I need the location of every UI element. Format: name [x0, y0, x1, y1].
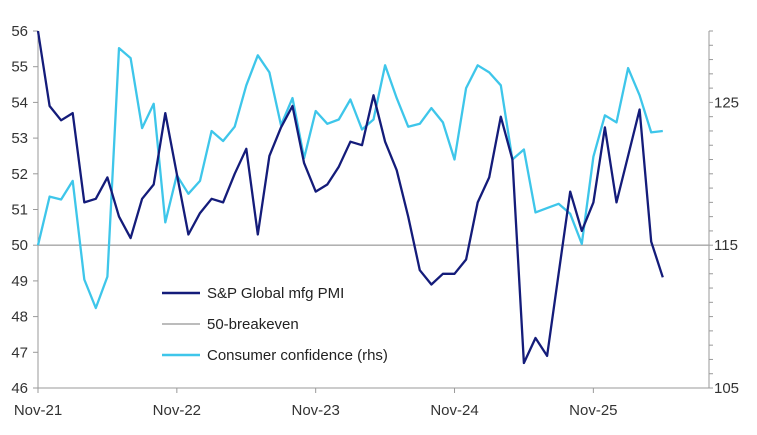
- right-tick-label: 125: [714, 94, 739, 111]
- left-tick-label: 56: [11, 23, 28, 40]
- left-tick-label: 50: [11, 237, 28, 254]
- x-tick-label: Nov-22: [153, 402, 201, 419]
- left-tick-label: 47: [11, 344, 28, 361]
- legend-pmi-label: S&P Global mfg PMI: [207, 285, 344, 302]
- pmi-line: [36, 30, 664, 365]
- left-tick-label: 51: [11, 202, 28, 219]
- x-tick-label: Nov-23: [292, 402, 340, 419]
- legend-breakeven-label: 50-breakeven: [207, 316, 299, 333]
- legend-breakeven-item: 50-breakeven: [162, 316, 299, 333]
- left-tick-label: 55: [11, 59, 28, 76]
- left-tick-label: 54: [11, 94, 28, 111]
- left-tick-label: 46: [11, 380, 28, 397]
- series-layer: [36, 30, 709, 365]
- right-tick-label: 115: [714, 237, 738, 254]
- left-tick-label: 48: [11, 309, 28, 326]
- left-tick-label: 53: [11, 130, 28, 147]
- left-tick-label: 49: [11, 273, 28, 290]
- consumer-confidence-line: [36, 46, 663, 310]
- axes: [33, 30, 713, 393]
- tick-labels: 46 47 48 49 50 51 52 53 54 55 56 105 115 125 Nov-21 Nov…: [11, 23, 739, 419]
- legend-consumer-confidence-item: Consumer confidence (rhs): [162, 347, 388, 364]
- x-tick-label: Nov-24: [430, 402, 478, 419]
- legend: S&P Global mfg PMI 50-breakeven Consumer c…: [162, 285, 388, 364]
- left-tick-label: 52: [11, 166, 28, 183]
- x-tick-label: Nov-21: [14, 402, 62, 419]
- legend-pmi-item: S&P Global mfg PMI: [162, 285, 344, 302]
- legend-consumer-confidence-label: Consumer confidence (rhs): [207, 347, 388, 364]
- right-tick-label: 105: [714, 380, 739, 397]
- x-tick-label: Nov-25: [569, 402, 617, 419]
